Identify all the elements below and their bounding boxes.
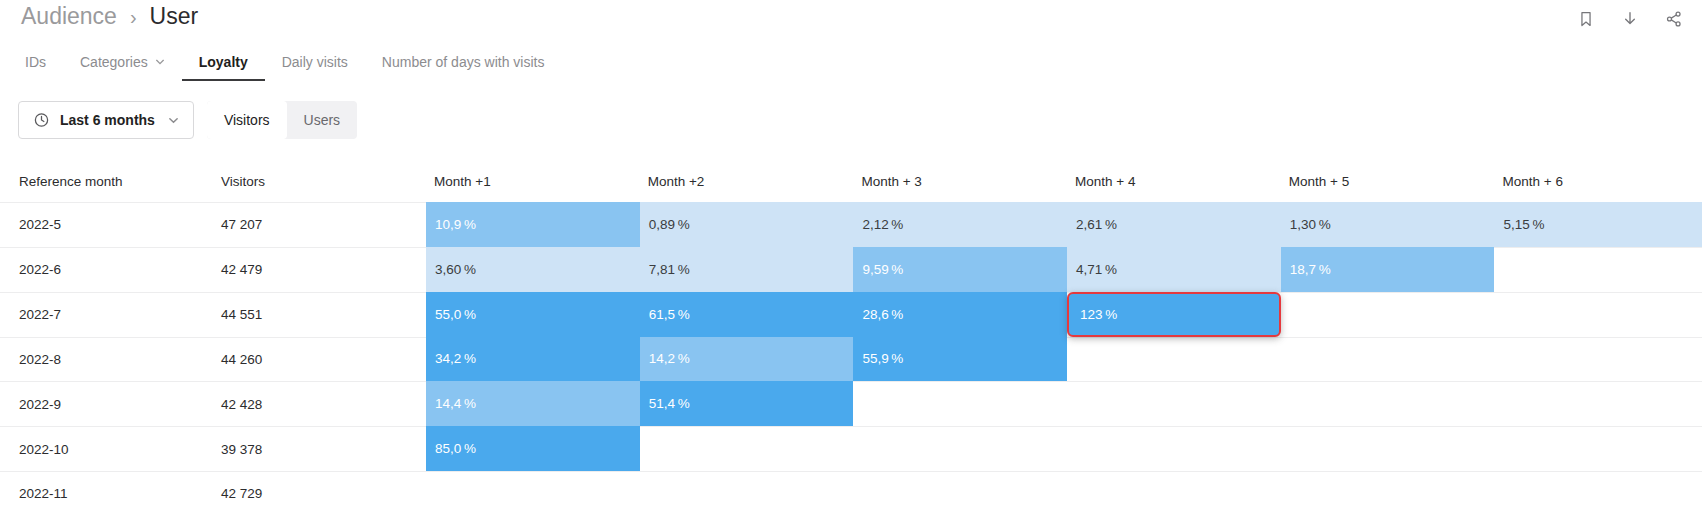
filter-bar: Last 6 months VisitorsUsers: [18, 101, 357, 139]
cohort-cell[interactable]: 2,61 %: [1067, 202, 1281, 247]
cohort-cell[interactable]: 55,0 %: [426, 292, 640, 337]
cohort-cell[interactable]: 2,12 %: [853, 202, 1067, 247]
tab-label: Categories: [80, 54, 148, 70]
toggle-visitors[interactable]: Visitors: [207, 101, 287, 139]
tab-label: Daily visits: [282, 54, 348, 70]
header-actions: [1576, 9, 1684, 29]
table-header-row: Reference month Visitors Month +1 Month +2 M…: [0, 160, 1702, 202]
chevron-down-icon: [168, 115, 179, 126]
cohort-cell[interactable]: 28,6 %: [853, 292, 1067, 337]
column-header: Reference month: [19, 160, 123, 202]
tab-categories[interactable]: Categories: [63, 44, 182, 81]
reference-month: 2022-9: [19, 382, 61, 426]
table-row: 2022-6 42 479 3,60 %7,81 %9,59 %4,71 %18,7…: [0, 247, 1702, 292]
column-header: Month + 3: [861, 160, 921, 202]
bookmark-icon[interactable]: [1576, 9, 1596, 29]
reference-month: 2022-5: [19, 203, 61, 247]
cohort-cells: 3,60 %7,81 %9,59 %4,71 %18,7 %: [426, 247, 1494, 292]
table-row: 2022-9 42 428 14,4 %51,4 %: [0, 381, 1702, 426]
reference-month: 2022-7: [19, 293, 61, 337]
visitors-count: 42 428: [221, 382, 262, 426]
period-selector-label: Last 6 months: [60, 112, 155, 128]
cohort-cell[interactable]: 9,59 %: [853, 247, 1067, 292]
report-tabs: IDs Categories Loyalty Daily visits Number o…: [8, 44, 561, 81]
table-row: 2022-5 47 207 10,9 %0,89 %2,12 %2,61 %1,30…: [0, 202, 1702, 247]
visitors-count: 47 207: [221, 203, 262, 247]
cohort-cell[interactable]: 85,0 %: [426, 426, 640, 471]
share-icon[interactable]: [1664, 9, 1684, 29]
column-header: Month + 6: [1503, 160, 1563, 202]
cohort-cell[interactable]: 1,30 %: [1281, 202, 1495, 247]
cohort-cell[interactable]: 5,15 %: [1494, 202, 1702, 247]
cohort-cell[interactable]: 0,89 %: [640, 202, 854, 247]
table-row: 2022-11 42 729: [0, 471, 1702, 516]
breadcrumb: Audience › User: [21, 3, 198, 30]
reference-month: 2022-10: [19, 427, 69, 471]
audience-type-toggle: VisitorsUsers: [207, 101, 357, 139]
tab-daily-visits[interactable]: Daily visits: [265, 44, 365, 81]
cohort-cells: 14,4 %51,4 %: [426, 381, 853, 426]
reference-month: 2022-6: [19, 248, 61, 292]
column-header: Month + 5: [1289, 160, 1349, 202]
cohort-cell[interactable]: 7,81 %: [640, 247, 854, 292]
cohort-cell[interactable]: 61,5 %: [640, 292, 854, 337]
tab-label: Loyalty: [199, 54, 248, 70]
cohort-cell[interactable]: 18,7 %: [1281, 247, 1495, 292]
tab-ids[interactable]: IDs: [8, 44, 63, 81]
cohort-cell[interactable]: 55,9 %: [853, 337, 1067, 382]
column-header: Visitors: [221, 160, 265, 202]
visitors-count: 42 729: [221, 472, 262, 516]
cohort-cell[interactable]: 10,9 %: [426, 202, 640, 247]
visitors-count: 44 551: [221, 293, 262, 337]
column-header: Month +2: [648, 160, 705, 202]
cohort-cell[interactable]: 34,2 %: [426, 337, 640, 382]
tab-label: Number of days with visits: [382, 54, 545, 70]
tab-number-of-days-with-visits[interactable]: Number of days with visits: [365, 44, 562, 81]
table-row: 2022-8 44 260 34,2 %14,2 %55,9 %: [0, 337, 1702, 382]
period-selector[interactable]: Last 6 months: [18, 101, 194, 139]
breadcrumb-section[interactable]: Audience: [21, 3, 117, 30]
download-icon[interactable]: [1620, 9, 1640, 29]
visitors-count: 42 479: [221, 248, 262, 292]
toggle-users[interactable]: Users: [287, 101, 358, 139]
chevron-down-icon: [155, 57, 165, 67]
tab-label: IDs: [25, 54, 46, 70]
cohort-cell[interactable]: 14,4 %: [426, 381, 640, 426]
cohort-cells: 34,2 %14,2 %55,9 %: [426, 337, 1067, 382]
visitors-count: 44 260: [221, 338, 262, 382]
cohort-cells: 55,0 %61,5 %28,6 %123 %: [426, 292, 1281, 337]
visitors-count: 39 378: [221, 427, 262, 471]
breadcrumb-page: User: [150, 3, 199, 30]
cohort-cell[interactable]: 3,60 %: [426, 247, 640, 292]
audience-user-page: Audience › User IDs Categories Loyalty Dail…: [0, 0, 1702, 516]
table-row: 2022-7 44 551 55,0 %61,5 %28,6 %123 %: [0, 292, 1702, 337]
clock-icon: [33, 112, 50, 129]
cohort-cells: 10,9 %0,89 %2,12 %2,61 %1,30 %5,15 %: [426, 202, 1702, 247]
table-row: 2022-10 39 378 85,0 %: [0, 426, 1702, 471]
cohort-cell[interactable]: 51,4 %: [640, 381, 854, 426]
column-header: Month + 4: [1075, 160, 1135, 202]
cohort-cells: 85,0 %: [426, 426, 640, 471]
reference-month: 2022-11: [19, 472, 68, 516]
selected-cohort-cell[interactable]: 123 %: [1067, 292, 1281, 337]
reference-month: 2022-8: [19, 338, 61, 382]
column-header: Month +1: [434, 160, 491, 202]
cohort-cell[interactable]: 4,71 %: [1067, 247, 1281, 292]
breadcrumb-separator-icon: ›: [130, 4, 137, 29]
loyalty-cohort-table: Reference month Visitors Month +1 Month +2 M…: [0, 160, 1702, 516]
tab-loyalty[interactable]: Loyalty: [182, 44, 265, 81]
cohort-cell[interactable]: 14,2 %: [640, 337, 854, 382]
